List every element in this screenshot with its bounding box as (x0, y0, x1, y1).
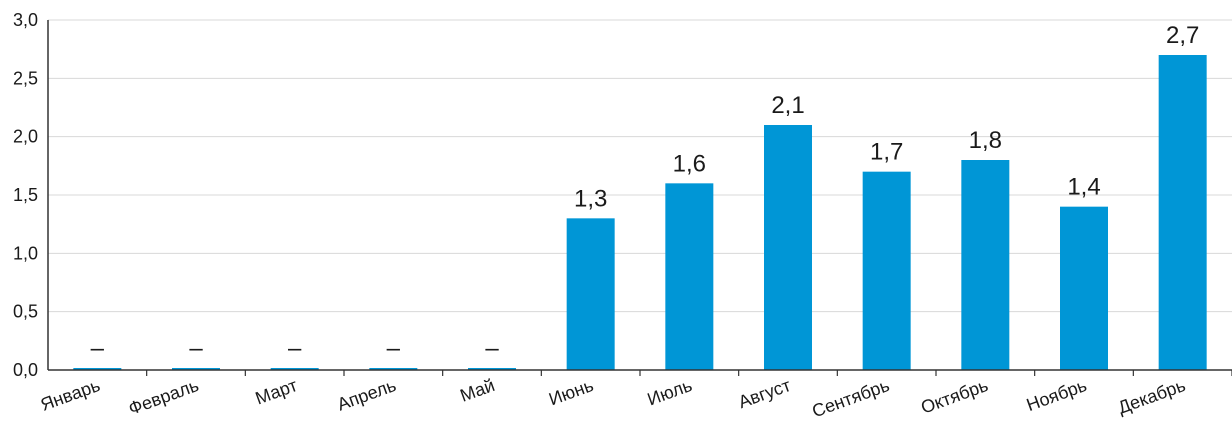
bar (566, 218, 615, 370)
y-tick-label: 0,0 (13, 360, 38, 380)
bar (172, 368, 220, 370)
x-tick-label: Январь (38, 375, 103, 415)
data-label: – (189, 335, 203, 362)
y-tick-label: 0,5 (13, 302, 38, 322)
x-tick-label: Сентябрь (809, 375, 892, 421)
y-tick-label: 3,0 (13, 10, 38, 30)
bar (862, 171, 911, 370)
data-label: – (91, 335, 105, 362)
bars (73, 55, 1207, 370)
bar (961, 160, 1010, 370)
bar (369, 368, 418, 370)
axes (47, 20, 1232, 376)
bar (1158, 55, 1207, 370)
x-tick-label: Май (457, 375, 497, 406)
gridlines (48, 19, 1232, 313)
data-label: 1,3 (574, 185, 607, 212)
data-label: – (387, 335, 401, 362)
data-label: – (485, 335, 499, 362)
y-tick-label: 1,0 (13, 243, 38, 263)
x-tick-label: Декабрь (1115, 375, 1188, 418)
x-tick-label: Апрель (334, 375, 398, 415)
data-label: 2,1 (771, 92, 804, 119)
data-label: 1,6 (673, 150, 706, 177)
x-tick-label: Октябрь (918, 375, 990, 418)
x-tick-label: Июль (645, 375, 695, 410)
data-label: 1,8 (969, 127, 1002, 154)
y-tick-label: 1,5 (13, 185, 38, 205)
bar (665, 183, 714, 370)
bar (1060, 206, 1108, 370)
x-tick-label: Ноябрь (1024, 375, 1090, 415)
bar (468, 368, 516, 370)
x-tick-label: Март (253, 375, 300, 409)
data-label: 1,7 (870, 139, 903, 166)
x-tick-label: Февраль (126, 375, 202, 419)
x-tick-label: Август (736, 375, 794, 412)
bar (764, 125, 812, 370)
data-label: – (288, 335, 302, 362)
x-tick-label: Июнь (546, 375, 596, 409)
bar (73, 368, 122, 370)
bar (270, 368, 319, 370)
data-label: 2,7 (1166, 22, 1199, 49)
y-tick-label: 2,5 (13, 68, 38, 88)
y-tick-label: 2,0 (13, 127, 38, 147)
data-label: 1,4 (1067, 174, 1100, 201)
